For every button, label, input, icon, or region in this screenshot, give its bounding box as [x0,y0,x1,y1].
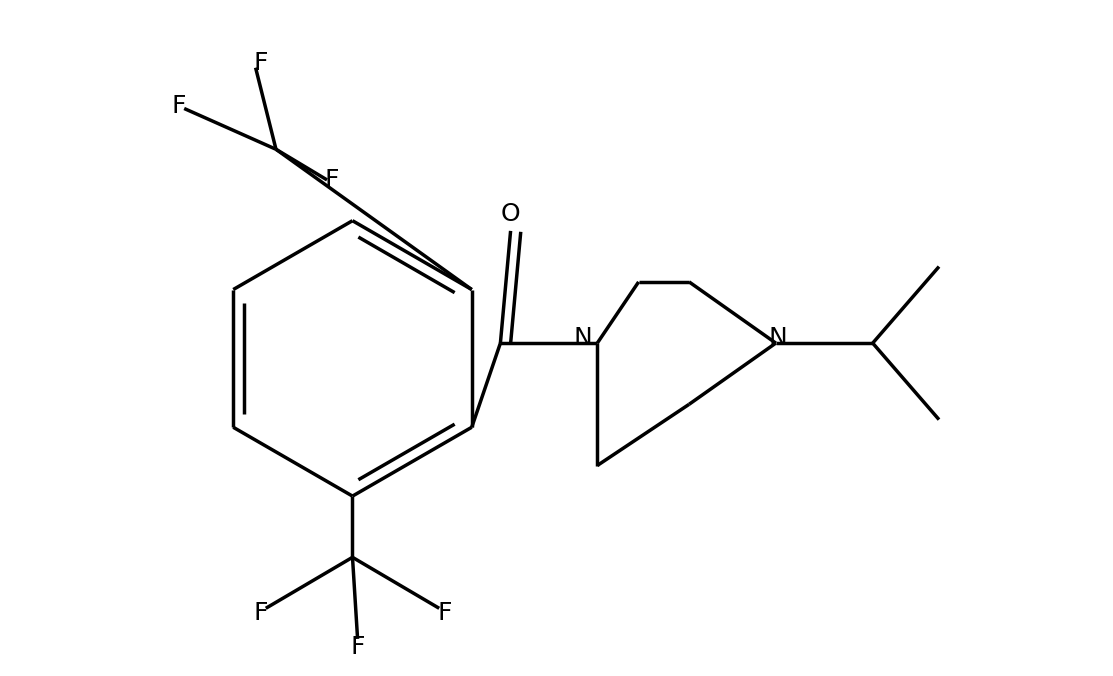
Text: F: F [254,602,268,625]
Text: F: F [171,95,186,118]
Text: O: O [501,201,521,226]
Text: F: F [325,168,339,192]
Text: F: F [437,602,452,625]
Text: N: N [768,326,787,350]
Text: F: F [254,51,268,74]
Text: N: N [573,326,592,350]
Text: F: F [351,635,365,659]
